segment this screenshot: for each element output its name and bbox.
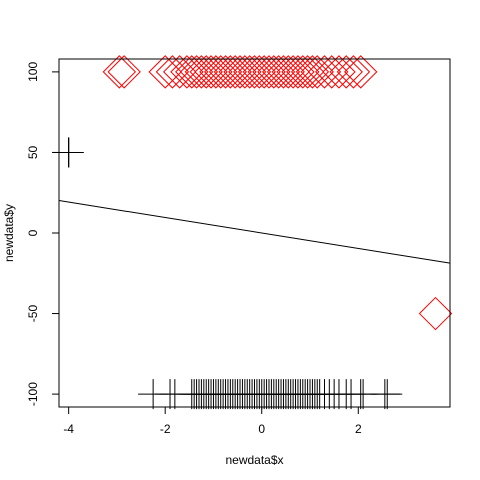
regression-line-group <box>58 200 451 264</box>
diamond-point <box>261 55 296 89</box>
diamond-point <box>232 55 267 89</box>
y-axis-title: newdata$y <box>2 204 16 262</box>
data-marks <box>53 55 453 410</box>
x-tick-label: -4 <box>63 422 74 436</box>
diamond-point <box>107 55 141 89</box>
regression-line <box>58 200 451 264</box>
diamond-point <box>242 55 277 89</box>
y-tick-label: 0 <box>26 229 40 236</box>
y-tick-label: -100 <box>26 382 40 406</box>
diamond-point <box>247 55 281 89</box>
diamond-point <box>418 296 453 331</box>
diamond-point <box>290 55 325 89</box>
diamond-point <box>266 55 301 89</box>
diamond-point <box>213 55 248 89</box>
diamond-point <box>271 55 305 89</box>
diamond-point <box>343 55 378 89</box>
x-tick-label: 2 <box>355 422 362 436</box>
plus-point <box>372 379 403 410</box>
x-tick-label: 0 <box>258 422 265 436</box>
diamond-point <box>204 55 238 89</box>
diamond-point <box>257 55 291 89</box>
diamond-point <box>252 55 286 89</box>
diamond-point <box>102 55 137 89</box>
diamond-point <box>199 55 233 89</box>
x-tick-label: -2 <box>160 422 171 436</box>
diamond-point <box>184 55 219 89</box>
diamond-point <box>175 55 209 89</box>
y-axis: -100 -50 0 50 100 <box>26 62 60 406</box>
diamond-point <box>276 55 310 89</box>
diamond-point <box>237 55 272 89</box>
diamond-point <box>208 55 243 89</box>
diamond-point <box>223 55 257 89</box>
y-tick-label: 50 <box>26 145 40 159</box>
diamond-point <box>281 55 315 89</box>
diamond-point <box>228 55 262 89</box>
diamond-point <box>329 55 363 89</box>
diamond-point <box>189 55 223 89</box>
y-tick-label: -50 <box>26 305 40 323</box>
x-axis: -4 -2 0 2 <box>63 406 362 436</box>
diamond-point <box>336 55 371 89</box>
diamond-point <box>218 55 252 89</box>
y-tick-label: 100 <box>26 62 40 82</box>
x-axis-title: newdata$x <box>225 453 283 467</box>
diamond-point <box>155 55 190 89</box>
diamond-point <box>170 55 204 89</box>
diamond-point <box>194 55 228 89</box>
diamond-point <box>179 55 214 89</box>
diamond-point <box>295 55 330 89</box>
